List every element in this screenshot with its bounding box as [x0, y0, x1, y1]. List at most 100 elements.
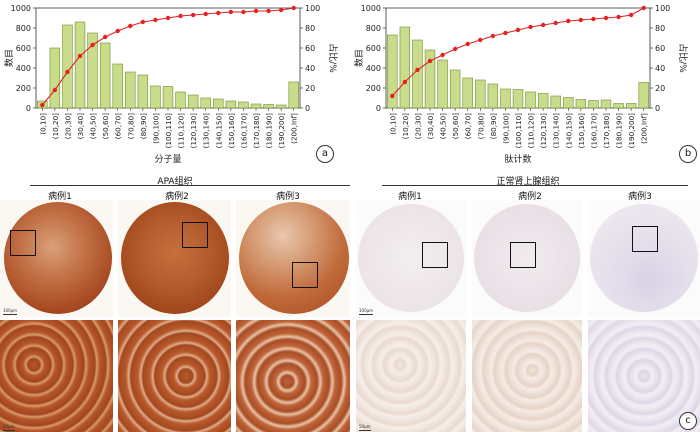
- cumulative-point: [490, 33, 496, 39]
- cumulative-point: [540, 22, 546, 28]
- y-tick-label: 0: [26, 104, 31, 113]
- apa-case-3-label: 病例3: [276, 192, 300, 202]
- panel-label-c: c: [679, 412, 697, 430]
- normal-case-3-roi: [632, 226, 658, 252]
- cumulative-point: [115, 28, 120, 34]
- y-tick-label: 1000: [11, 4, 31, 13]
- normal-case-1-overview: 100μm: [356, 200, 466, 317]
- x-tick-label: (120,130]: [189, 113, 198, 149]
- bar: [449, 69, 461, 109]
- cumulative-point: [241, 9, 246, 15]
- bar: [137, 74, 149, 109]
- cumulative-point: [528, 24, 533, 30]
- apa-group-rule: [30, 185, 350, 186]
- cumulative-point: [203, 11, 208, 17]
- y2-tick-label: 100: [655, 4, 670, 13]
- x-tick-label: (70,80]: [476, 113, 485, 139]
- bar: [588, 100, 599, 109]
- cumulative-point: [216, 10, 221, 16]
- cumulative-point: [390, 93, 395, 99]
- x-tick-label: (50,60]: [451, 113, 460, 139]
- cumulative-point: [40, 102, 45, 108]
- bar: [125, 71, 136, 109]
- y2-tick-label: 20: [655, 84, 665, 93]
- bar: [49, 47, 61, 109]
- x-tick-label: (180,190]: [265, 113, 274, 149]
- apa-group-title: APA组织: [157, 177, 193, 187]
- x-tick-label: (110,120]: [527, 113, 536, 149]
- normal-case-1-roi: [422, 242, 448, 268]
- bar: [437, 59, 448, 109]
- apa-case-2-overview: [118, 200, 231, 317]
- normal-case-2-roi: [510, 242, 536, 268]
- bar: [563, 97, 574, 109]
- y2-tick-label: 60: [655, 44, 665, 53]
- y2-tick-label: 20: [305, 84, 315, 93]
- histogram-peptide-count: 0 200 400 600 800 1000 0 20 40 60 80 100 (0,10] (10,2…: [353, 4, 689, 165]
- x-tick-label: (30,40]: [76, 113, 85, 139]
- x-tick-label: (20,30]: [413, 113, 422, 139]
- scale-bar-100um: 100μm: [3, 308, 18, 315]
- y2-tick-label: 80: [655, 24, 665, 33]
- bar: [424, 49, 436, 109]
- x-tick-label: (190,200]: [627, 113, 636, 149]
- x-tick-label: (0,10]: [388, 113, 397, 135]
- apa-case-2-detail: [118, 320, 231, 432]
- x-tick-label: (100,110]: [514, 113, 523, 149]
- cumulative-point: [77, 53, 83, 59]
- x-tick-label: (170,180]: [252, 113, 261, 149]
- x-tick-label: (160,170]: [239, 113, 248, 149]
- cumulative-point: [65, 69, 70, 75]
- y-tick-label: 400: [16, 64, 31, 73]
- normal-case-1-detail: 50μm: [356, 320, 466, 432]
- bar: [288, 81, 299, 109]
- y-axis-label: 数目: [3, 49, 15, 67]
- panel-label-b: b: [679, 145, 697, 163]
- bar: [112, 63, 123, 109]
- y2-axis-label: 占比/%: [677, 43, 689, 73]
- x-tick-label: (50,60]: [101, 113, 110, 139]
- cumulative-point: [452, 46, 458, 52]
- x-tick-label: (150,160]: [227, 113, 236, 149]
- x-tick-label: (10,20]: [51, 113, 60, 139]
- scale-bar-50um: 50μm: [3, 424, 15, 431]
- x-axis-label: 分子量: [154, 154, 181, 165]
- bar: [487, 83, 499, 109]
- bar: [500, 88, 511, 109]
- x-tick-label: (60,70]: [114, 113, 123, 139]
- apa-case-1-core: [4, 202, 112, 314]
- bar: [263, 104, 274, 109]
- y-tick-label: 400: [366, 64, 381, 73]
- bar: [537, 93, 549, 109]
- x-tick-label: (180,190]: [615, 113, 624, 149]
- cumulative-point: [591, 16, 596, 22]
- apa-case-1-detail: 50μm: [0, 320, 113, 432]
- bar: [600, 99, 612, 109]
- bar: [238, 101, 249, 109]
- normal-group-rule: [382, 185, 688, 186]
- y2-tick-label: 60: [305, 44, 315, 53]
- x-tick-label: (70,80]: [126, 113, 135, 139]
- apa-case-1-label: 病例1: [48, 192, 72, 202]
- bar: [187, 94, 199, 109]
- normal-case-2-core: [474, 204, 580, 312]
- bar: [74, 21, 86, 109]
- normal-case-3-overview: [588, 200, 700, 317]
- cumulative-point: [628, 12, 634, 18]
- bar: [550, 95, 561, 109]
- cumulative-point: [190, 12, 196, 18]
- bar: [225, 100, 237, 109]
- cumulative-point: [478, 37, 483, 43]
- cumulative-point: [578, 17, 584, 23]
- bar: [525, 91, 536, 109]
- cumulative-point: [178, 13, 183, 19]
- x-tick-label: (30,40]: [426, 113, 435, 139]
- normal-case-2-overview: [472, 200, 582, 317]
- y-tick-label: 800: [16, 24, 31, 33]
- normal-case-1-label: 病例1: [398, 192, 422, 202]
- cumulative-point: [603, 15, 609, 21]
- x-axis-label: 肽计数: [504, 153, 531, 165]
- x-tick-label: (170,180]: [602, 113, 611, 149]
- x-tick-label: (90,100]: [501, 113, 510, 144]
- cumulative-point: [253, 8, 259, 14]
